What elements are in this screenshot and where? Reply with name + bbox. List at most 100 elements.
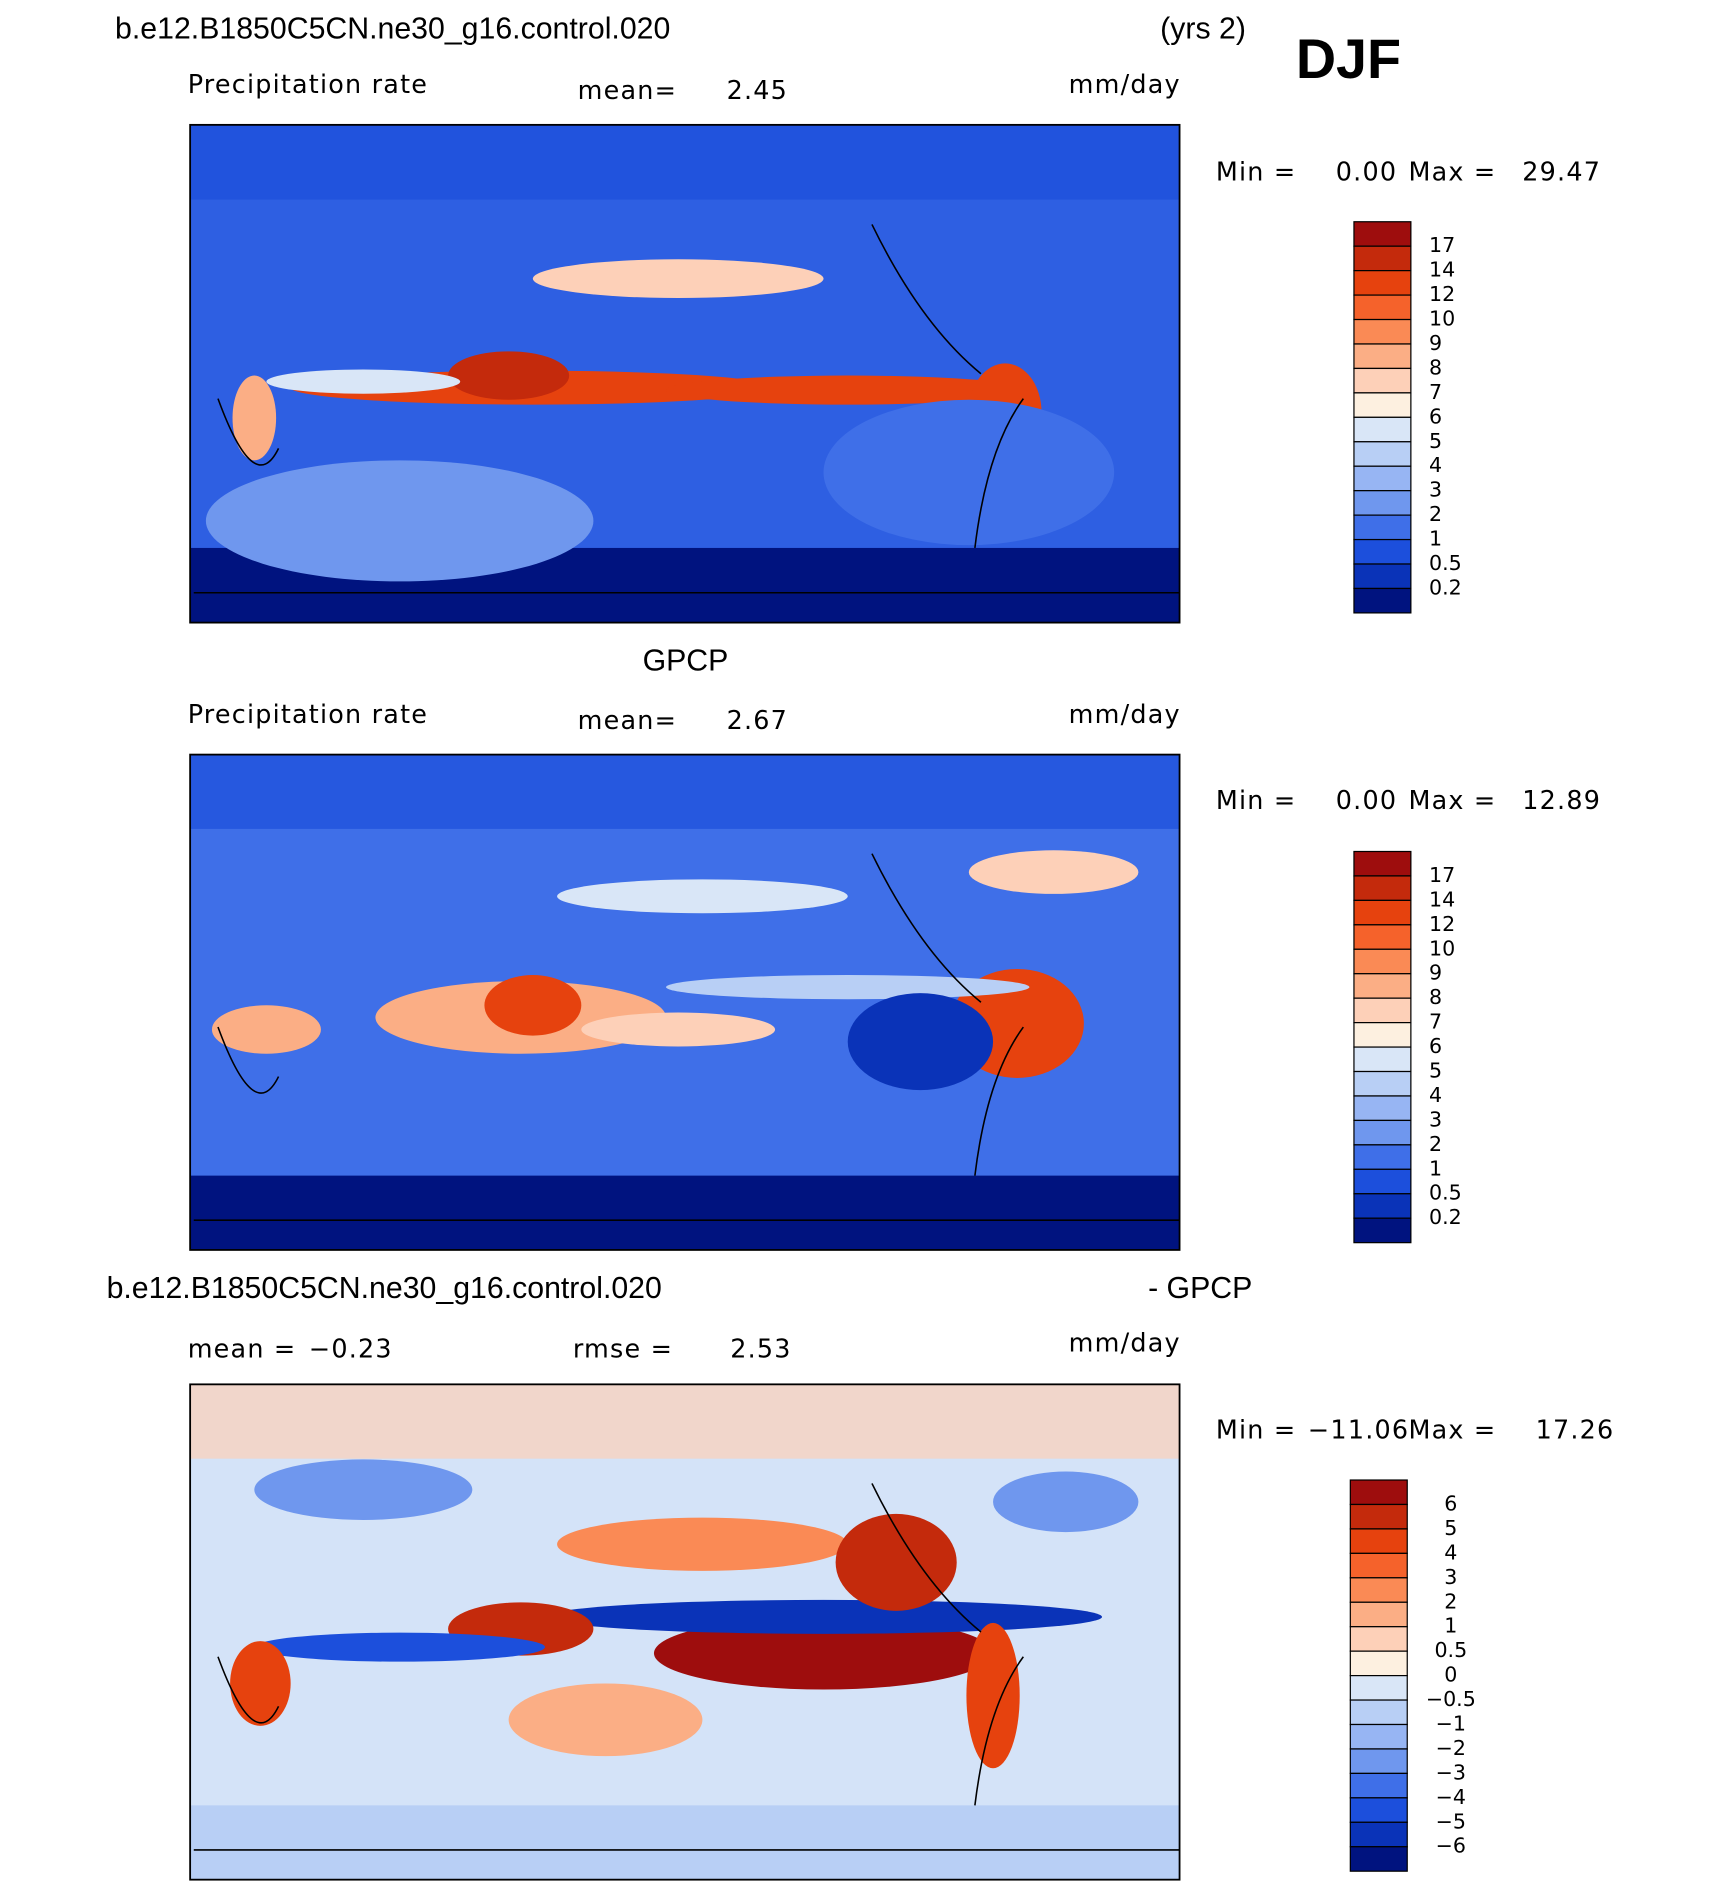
colorbar-box <box>1353 343 1412 370</box>
colorbar-label: 5 <box>1429 1059 1442 1083</box>
colorbar-label: 8 <box>1429 985 1442 1009</box>
colorbar-box <box>1349 1821 1408 1848</box>
colorbar-box <box>1353 1193 1412 1219</box>
map-field <box>484 975 582 1036</box>
colorbar-box <box>1353 270 1412 296</box>
colorbar-box <box>1349 1626 1408 1652</box>
colorbar-label: 14 <box>1429 887 1455 911</box>
colorbar-label: 7 <box>1429 1010 1442 1034</box>
colorbar-label: 5 <box>1429 429 1442 453</box>
colorbar-label: −5 <box>1436 1809 1466 1833</box>
colorbar-label: 7 <box>1429 380 1442 404</box>
colorbar-box <box>1353 1119 1412 1146</box>
map-field <box>254 1459 473 1520</box>
variable: Precipitation rate <box>188 699 428 729</box>
map-field <box>666 975 1030 1000</box>
map-field <box>211 1005 321 1054</box>
colorbar-box <box>1353 850 1412 877</box>
units: mm/day <box>1069 699 1181 729</box>
colorbar-label: −1 <box>1436 1712 1466 1736</box>
colorbar-box <box>1349 1479 1408 1506</box>
colorbar-box <box>1353 514 1412 541</box>
colorbar-box <box>1353 465 1412 492</box>
years: (yrs 2) <box>1160 12 1246 45</box>
mean-label: mean = <box>188 1333 297 1363</box>
panel-title: b.e12.B1850C5CN.ne30_g16.control.020 <box>107 1272 662 1305</box>
map <box>190 754 1180 1250</box>
colorbar-box <box>1349 1552 1408 1579</box>
map-field <box>968 850 1139 894</box>
map <box>190 1384 1180 1880</box>
colorbar-label: 2 <box>1444 1589 1457 1613</box>
colorbar-label: 0.5 <box>1434 1638 1467 1662</box>
colorbar-box <box>1349 1601 1408 1628</box>
colorbar-label: 0 <box>1444 1663 1457 1687</box>
map-field <box>823 399 1115 546</box>
units: mm/day <box>1069 1327 1181 1357</box>
map-field <box>508 1683 703 1757</box>
colorbar-label: 3 <box>1444 1565 1457 1589</box>
map-field <box>544 1599 1103 1634</box>
map-field <box>254 1632 545 1662</box>
panel-title: GPCP <box>643 645 729 678</box>
map-field <box>847 993 994 1091</box>
map-field <box>993 1471 1139 1533</box>
colorbar-label: 9 <box>1429 331 1442 355</box>
units: mm/day <box>1069 69 1181 99</box>
colorbar-box <box>1353 1168 1412 1195</box>
colorbar-label: −6 <box>1436 1834 1466 1858</box>
colorbar-label: 1 <box>1429 527 1442 551</box>
colorbar-label: 1 <box>1444 1614 1457 1638</box>
map-field <box>230 1641 291 1726</box>
map-field <box>205 460 594 582</box>
min: 0.00 <box>1336 785 1397 815</box>
max: 29.47 <box>1522 156 1601 186</box>
colorbar-box <box>1353 1070 1412 1097</box>
rmse-label: rmse = <box>573 1333 673 1363</box>
map-field <box>653 1616 994 1690</box>
colorbar-box <box>1353 948 1412 975</box>
colorbar-box <box>1353 1217 1412 1244</box>
colorbar-label: 4 <box>1429 1083 1442 1107</box>
colorbar-box <box>1349 1503 1408 1530</box>
min: 0.00 <box>1336 156 1397 186</box>
colorbar-label: 5 <box>1444 1516 1457 1540</box>
colorbar-label: −4 <box>1436 1785 1466 1809</box>
map-field <box>557 1517 848 1571</box>
mean-label: mean= <box>578 705 677 735</box>
colorbar-label: 4 <box>1444 1540 1457 1564</box>
colorbar-label: 0.2 <box>1429 575 1462 599</box>
max: 17.26 <box>1536 1415 1615 1445</box>
map-frame <box>189 123 1181 624</box>
coastline <box>193 1483 1180 1851</box>
map-field <box>190 1805 1180 1880</box>
max-label: Max = <box>1408 156 1496 186</box>
colorbar-label: −3 <box>1436 1760 1466 1784</box>
map-field <box>266 369 461 394</box>
map-field <box>190 1384 1180 1459</box>
colorbar-label: −2 <box>1436 1736 1466 1760</box>
colorbar-box <box>1349 1846 1408 1872</box>
colorbar-box <box>1353 997 1412 1024</box>
map-field <box>448 351 570 400</box>
mean: −0.23 <box>309 1333 393 1363</box>
map-field <box>557 879 848 914</box>
colorbar-label: 12 <box>1429 282 1455 306</box>
colorbar-box <box>1353 416 1412 443</box>
colorbar-label: −0.5 <box>1426 1687 1476 1711</box>
map-field <box>666 375 1030 405</box>
season: DJF <box>1296 28 1401 90</box>
max-label: Max = <box>1408 1415 1496 1445</box>
colorbar-box <box>1353 973 1412 999</box>
mean: 2.67 <box>727 705 788 735</box>
colorbar-label: 14 <box>1429 258 1455 282</box>
colorbar-box <box>1353 245 1412 272</box>
colorbar-box <box>1353 875 1412 901</box>
colorbar-box <box>1349 1723 1408 1750</box>
colorbar-label: 17 <box>1429 233 1455 257</box>
colorbar-label: 4 <box>1429 453 1442 477</box>
colorbar-box <box>1353 1144 1412 1170</box>
colorbar-box <box>1353 587 1412 614</box>
map-field <box>532 259 824 299</box>
